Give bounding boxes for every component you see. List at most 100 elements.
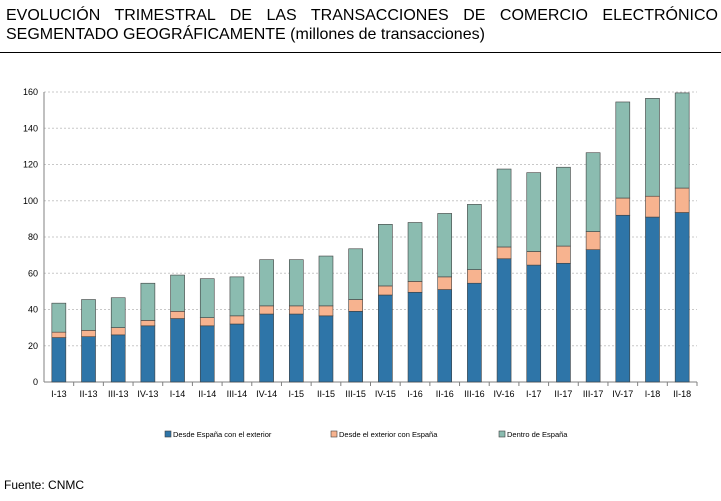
x-tick-label: IV-17 (612, 389, 633, 399)
bar-segment (496, 168, 512, 248)
bar-segment (229, 276, 245, 317)
bar-segment (170, 274, 185, 312)
bar-segment (288, 313, 304, 383)
bar-segment (674, 92, 690, 189)
bar-segment (51, 302, 67, 333)
bar-segment (645, 216, 660, 383)
x-tick-label: III-13 (108, 389, 129, 399)
bar-segment (110, 297, 126, 328)
x-tick-label: II-17 (554, 389, 572, 399)
bar-segment (378, 285, 393, 296)
legend-label: Desde España con el exterior (173, 430, 272, 439)
bar-segment (615, 214, 631, 383)
bar-segment (645, 195, 660, 218)
x-tick-label: I-18 (645, 389, 661, 399)
bar-segment (378, 294, 393, 383)
legend-label: Desde el exterior con España (339, 430, 438, 439)
bar-segment (526, 264, 542, 383)
legend-swatch (498, 430, 506, 438)
bar-segment (645, 98, 660, 197)
x-tick-label: III-14 (227, 389, 248, 399)
bar-segment (348, 299, 363, 312)
bar-segment (318, 255, 334, 307)
bar-segment (378, 224, 393, 287)
bar-segment (467, 282, 482, 383)
chart-title-unit: (millones de transacciones) (285, 26, 485, 43)
bar-segment (674, 187, 690, 213)
bar-segment (51, 337, 67, 383)
bar-segment (585, 231, 601, 250)
bar-segment (318, 305, 334, 317)
x-tick-label: I-16 (407, 389, 423, 399)
bar-segment (556, 245, 571, 264)
y-tick-label: 20 (28, 341, 38, 351)
x-tick-label: III-15 (345, 389, 366, 399)
x-tick-label: I-15 (289, 389, 305, 399)
y-tick-label: 40 (28, 305, 38, 315)
bar-segment (318, 315, 334, 383)
x-tick-label: II-16 (436, 389, 454, 399)
bar-segment (229, 323, 245, 383)
bar-segment (81, 336, 96, 383)
x-tick-label: I-13 (51, 389, 67, 399)
x-tick-label: III-17 (583, 389, 604, 399)
stacked-bar-chart: 0 20 40 60 80 100 120 140 160 I-13 II-13 III-13 IV-1… (23, 87, 698, 439)
bar-segment (556, 262, 571, 383)
bar-segment (585, 152, 601, 232)
x-tick-label: II-15 (317, 389, 335, 399)
x-tick-label: IV-14 (256, 389, 277, 399)
legend-label: Dentro de España (507, 430, 568, 439)
x-tick-label: I-14 (170, 389, 186, 399)
bar-segment (467, 269, 482, 284)
y-tick-label: 0 (33, 377, 38, 387)
bar-segment (199, 278, 215, 318)
bar-segment (437, 213, 453, 278)
bar-segment (110, 327, 126, 336)
bar-segment (496, 246, 512, 260)
bar-segment (51, 331, 67, 338)
legend-swatch (330, 430, 338, 438)
bar-segment (199, 325, 215, 383)
bar-segment (170, 311, 185, 319)
bar-segment (348, 311, 363, 383)
x-tick-label: II-14 (198, 389, 216, 399)
bar-segment (496, 258, 512, 383)
y-tick-label: 80 (28, 232, 38, 242)
chart-title: EVOLUCIÓN TRIMESTRAL DE LAS TRANSACCIONE… (6, 6, 718, 44)
y-tick-label: 100 (23, 196, 38, 206)
bar-segment (81, 330, 96, 337)
source-note: Fuente: CNMC (4, 478, 85, 492)
bar-segment (140, 282, 156, 321)
x-tick-label: IV-15 (375, 389, 396, 399)
bar-segment (407, 222, 423, 282)
bar-segment (437, 289, 453, 383)
chart-title-line-1: EVOLUCIÓN TRIMESTRAL DE LAS TRANSACCIONE… (6, 7, 718, 24)
bar-segment (229, 315, 245, 325)
bar-segment (288, 305, 304, 315)
bar-segment (259, 305, 274, 315)
bar-segment (81, 299, 96, 331)
bar-segment (615, 197, 631, 216)
x-tick-label: II-18 (673, 389, 691, 399)
y-tick-label: 140 (23, 123, 38, 133)
y-tick-label: 60 (28, 268, 38, 278)
x-tick-label: IV-13 (137, 389, 158, 399)
bar-segment (140, 325, 156, 383)
legend-swatch (164, 430, 172, 438)
x-tick-label: II-13 (80, 389, 98, 399)
y-tick-label: 120 (23, 160, 38, 170)
bar-segment (615, 101, 631, 199)
x-tick-label: IV-16 (494, 389, 515, 399)
bar-segment (556, 166, 571, 247)
y-tick-label: 160 (23, 87, 38, 97)
bar-segment (674, 212, 690, 383)
chart-title-line-2: SEGMENTADO GEOGRÁFICAMENTE (millones de … (6, 25, 718, 44)
bar-segment (348, 248, 363, 300)
title-divider (0, 52, 721, 53)
bar-segment (140, 320, 156, 327)
bar-segment (467, 204, 482, 270)
bar-segment (288, 259, 304, 307)
bar-segment (526, 251, 542, 266)
x-tick-label: III-16 (464, 389, 485, 399)
bar-segment (407, 281, 423, 293)
